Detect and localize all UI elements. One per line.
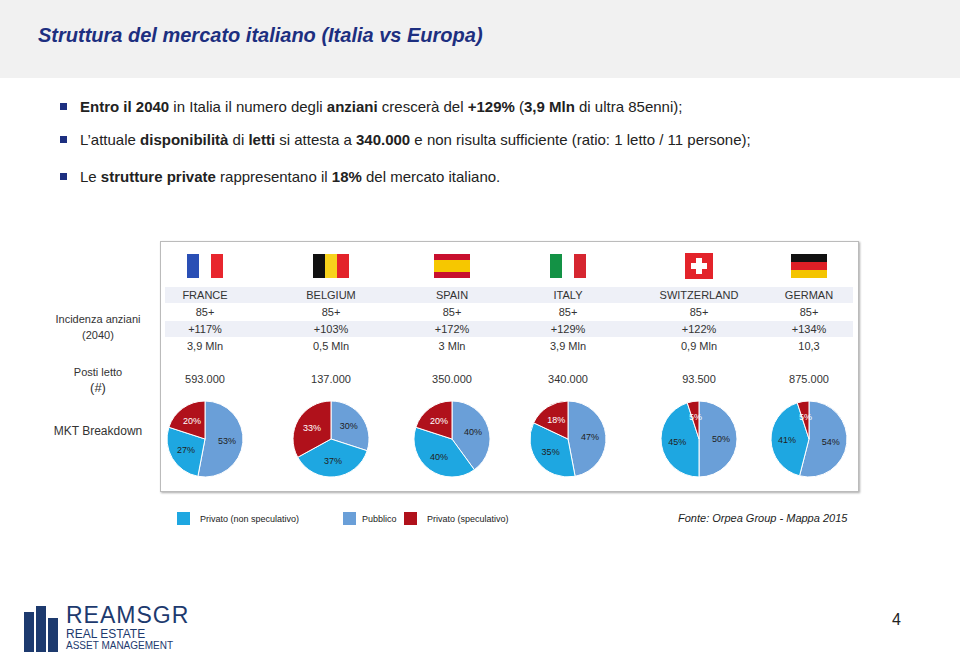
html-text:0,9 Mln: 0,9 Mln [681,340,717,352]
html-text:85+: 85+ [442,306,462,318]
html-text:Entro il 2040 in Italia il num: Entro il 2040 in Italia il numero degli … [80,98,683,115]
svg-text:18%: 18% [547,415,565,425]
html-text:Fonte: Orpea Group - Mappa 201: Fonte: Orpea Group - Mappa 2015 [678,512,848,524]
html-text:+117%: +117% [188,323,222,335]
svg-text:50%: 50% [712,434,730,444]
html-text:93.500: 93.500 [682,373,716,385]
svg-text:5%: 5% [799,412,812,422]
svg-text:33%: 33% [303,423,321,433]
html-text:85+: 85+ [558,306,578,318]
html-text:3,9 Mln: 3,9 Mln [550,340,586,352]
html-text:(2040): (2040) [82,329,114,341]
html-text:REAL ESTATE: REAL ESTATE [66,627,146,641]
html-text:+122%: +122% [681,323,717,335]
svg-text:20%: 20% [183,416,201,426]
html-text:3 Mln: 3 Mln [438,340,466,352]
html-text:GERMAN: GERMAN [784,289,834,301]
svg-text:30%: 30% [340,421,358,431]
html-text:85+: 85+ [195,306,215,318]
html-text:L’attuale disponibilità di let: L’attuale disponibilità di letti si atte… [80,131,751,148]
svg-text:27%: 27% [177,445,195,455]
html-text:Le strutture private rappresen: Le strutture private rappresentano il 18… [80,168,501,185]
html-text:4: 4 [892,611,901,628]
html-text:350.000: 350.000 [432,373,472,385]
html-text:FRANCE: FRANCE [182,289,228,301]
html-text:3,9 Mln: 3,9 Mln [187,340,223,352]
svg-text:40%: 40% [464,427,482,437]
html-text:+134%: +134% [791,323,827,335]
html-text:+129%: +129% [550,323,586,335]
html-text:10,3: 10,3 [798,340,820,352]
html-text:ASSET MANAGEMENT: ASSET MANAGEMENT [66,640,174,651]
html-text:BELGIUM: BELGIUM [306,289,356,301]
svg-text:41%: 41% [778,435,796,445]
html-text:+103%: +103% [313,323,349,335]
svg-text:40%: 40% [430,452,448,462]
html-text:Pubblico: Pubblico [362,514,397,524]
html-text:137.000: 137.000 [311,373,351,385]
html-text:ITALY: ITALY [553,289,583,301]
svg-text:5%: 5% [689,412,702,422]
html-text:875.000: 875.000 [789,373,829,385]
html-text:REAMSGR: REAMSGR [66,602,190,628]
html-text:85+: 85+ [799,306,819,318]
html-text:Privato (speculativo): Privato (speculativo) [427,514,509,524]
html-text:SWITZERLAND: SWITZERLAND [659,289,739,301]
svg-text:53%: 53% [218,436,236,446]
html-text:85+: 85+ [689,306,709,318]
html-text:Posti letto: Posti letto [73,366,123,378]
html-text:340.000: 340.000 [548,373,588,385]
svg-text:35%: 35% [542,447,560,457]
html-text:0,5 Mln: 0,5 Mln [313,340,349,352]
svg-text:54%: 54% [822,437,840,447]
html-text:SPAIN: SPAIN [435,289,469,301]
svg-text:20%: 20% [430,416,448,426]
svg-text:45%: 45% [668,437,686,447]
html-text:85+: 85+ [321,306,341,318]
html-text:MKT Breakdown: MKT Breakdown [53,424,143,438]
html-text:Struttura del mercato italiano: Struttura del mercato italiano (Italia v… [38,24,483,46]
html-text:Incidenza anziani: Incidenza anziani [55,313,141,325]
svg-text:37%: 37% [324,456,342,466]
html-text:593.000: 593.000 [185,373,225,385]
html-text:Privato (non speculativo): Privato (non speculativo) [200,514,300,524]
html-text:+172%: +172% [434,323,470,335]
svg-text:47%: 47% [581,432,599,442]
